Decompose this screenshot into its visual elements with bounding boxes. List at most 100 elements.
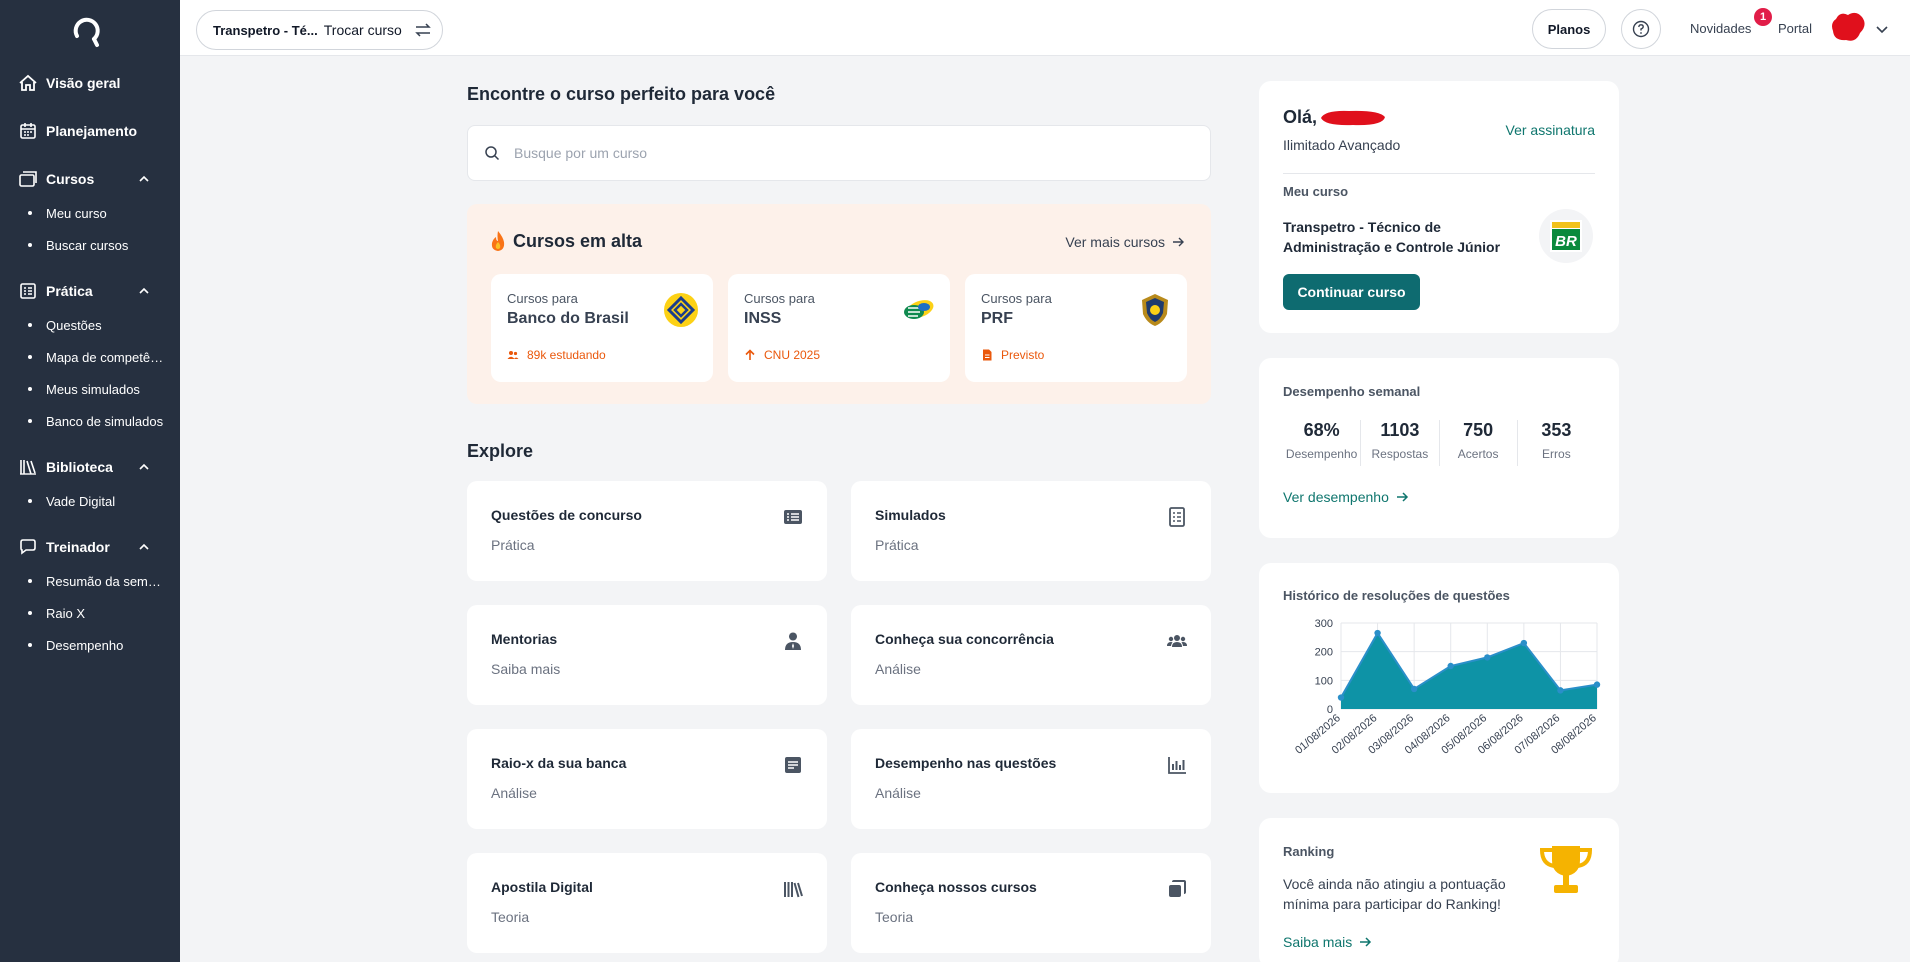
- trending-card-banco-do-brasil[interactable]: Cursos para Banco do Brasil 89k estudand…: [491, 274, 713, 382]
- inss-logo: [900, 292, 936, 328]
- search-box[interactable]: [467, 125, 1211, 181]
- explore-card-concorrencia[interactable]: Conheça sua concorrência Análise: [851, 605, 1211, 705]
- chevron-up-icon: [138, 461, 150, 473]
- data-point: [1521, 640, 1527, 646]
- banco-do-brasil-logo: [663, 292, 699, 328]
- bullet-icon: [28, 643, 32, 647]
- petrobras-logo: BR: [1539, 209, 1593, 263]
- sidebar-item-planejamento[interactable]: Planejamento: [0, 119, 180, 143]
- help-button[interactable]: [1621, 9, 1661, 49]
- stat-label: Respostas: [1361, 447, 1438, 461]
- sidebar-item-questoes[interactable]: Questões: [0, 309, 180, 341]
- bar-chart-icon: [1167, 755, 1187, 775]
- ranking-more-link[interactable]: Saiba mais: [1283, 934, 1372, 950]
- plan-name: Ilimitado Avançado: [1283, 137, 1400, 153]
- trophy-icon: [1538, 844, 1594, 896]
- ranking-text: Você ainda não atingiu a pontuação mínim…: [1283, 874, 1533, 914]
- news-badge: 1: [1754, 8, 1772, 26]
- sidebar-item-vade-digital[interactable]: Vade Digital: [0, 485, 180, 517]
- y-tick-label: 200: [1315, 647, 1333, 659]
- explore-card-desempenho[interactable]: Desempenho nas questões Análise: [851, 729, 1211, 829]
- sidebar-item-mapa-competencias[interactable]: Mapa de competências: [0, 341, 180, 373]
- explore-card-apostila[interactable]: Apostila Digital Teoria: [467, 853, 827, 953]
- card-prefix: Cursos para: [507, 291, 578, 306]
- news-link[interactable]: Novidades: [1690, 21, 1751, 36]
- document-icon: [981, 349, 993, 361]
- explore-card-title: Simulados: [875, 507, 946, 523]
- sidebar-item-visao-geral[interactable]: Visão geral: [0, 71, 180, 95]
- continue-course-button[interactable]: Continuar curso: [1283, 274, 1420, 310]
- weekly-title: Desempenho semanal: [1283, 384, 1420, 399]
- sidebar-item-label: Visão geral: [46, 75, 120, 91]
- app-logo-icon[interactable]: [70, 14, 104, 48]
- my-course-name: Transpetro - Técnico de Administração e …: [1283, 217, 1533, 257]
- plans-button[interactable]: Planos: [1532, 9, 1606, 49]
- weekly-performance-card: Desempenho semanal 68% Desempenho 1103 Res…: [1259, 358, 1619, 538]
- sidebar-item-resumao[interactable]: Resumão da semana: [0, 565, 180, 597]
- sidebar-item-buscar-cursos[interactable]: Buscar cursos: [0, 229, 180, 261]
- explore-card-mentorias[interactable]: Mentorias Saiba mais: [467, 605, 827, 705]
- card-meta: CNU 2025: [744, 348, 820, 362]
- history-title: Histórico de resoluções de questões: [1283, 588, 1510, 603]
- course-switcher[interactable]: Transpetro - Té... Trocar curso: [196, 10, 443, 50]
- sidebar: Visão geral Planejamento Cursos Meu curs…: [0, 0, 180, 962]
- history-chart: 010020030001/08/202602/08/202603/08/2026…: [1269, 613, 1609, 788]
- sidebar-item-banco-simulados[interactable]: Banco de simulados: [0, 405, 180, 437]
- sidebar-item-label: Banco de simulados: [46, 414, 166, 429]
- card-prefix: Cursos para: [744, 291, 815, 306]
- explore-card-simulados[interactable]: Simulados Prática: [851, 481, 1211, 581]
- checklist-doc-icon: [1167, 507, 1187, 527]
- trending-card-inss[interactable]: Cursos para INSS CNU 2025: [728, 274, 950, 382]
- sidebar-group-toggle-cursos[interactable]: Cursos: [0, 167, 180, 191]
- sidebar-item-desempenho[interactable]: Desempenho: [0, 629, 180, 661]
- view-subscription-link[interactable]: Ver assinatura: [1506, 122, 1596, 138]
- books-icon: [18, 457, 38, 477]
- data-point: [1448, 663, 1454, 669]
- data-point: [1484, 654, 1490, 660]
- data-point: [1557, 687, 1563, 693]
- explore-card-title: Desempenho nas questões: [875, 755, 1056, 771]
- stat-label: Erros: [1518, 447, 1595, 461]
- data-point: [1374, 630, 1380, 636]
- explore-card-questoes[interactable]: Questões de concurso Prática: [467, 481, 827, 581]
- sidebar-item-raio-x[interactable]: Raio X: [0, 597, 180, 629]
- swap-icon: [414, 21, 432, 39]
- checklist-icon: [18, 281, 38, 301]
- explore-card-subtitle: Análise: [491, 785, 537, 801]
- stat-erros: 353 Erros: [1517, 420, 1595, 466]
- explore-card-raio-x[interactable]: Raio-x da sua banca Análise: [467, 729, 827, 829]
- card-prefix: Cursos para: [981, 291, 1052, 306]
- view-performance-label: Ver desempenho: [1283, 489, 1389, 505]
- sidebar-group-toggle-biblioteca[interactable]: Biblioteca: [0, 455, 180, 479]
- stat-label: Acertos: [1440, 447, 1517, 461]
- card-meta: Previsto: [981, 348, 1044, 362]
- chevron-up-icon: [138, 285, 150, 297]
- trending-card-prf[interactable]: Cursos para PRF Previsto: [965, 274, 1187, 382]
- books-icon: [783, 879, 803, 899]
- ranking-more-label: Saiba mais: [1283, 934, 1352, 950]
- card-meta-text: Previsto: [1001, 348, 1044, 362]
- chevron-down-icon[interactable]: [1875, 22, 1889, 36]
- prf-badge-logo: [1137, 292, 1173, 328]
- sidebar-item-meu-curso[interactable]: Meu curso: [0, 197, 180, 229]
- view-performance-link[interactable]: Ver desempenho: [1283, 489, 1409, 505]
- search-input[interactable]: [514, 145, 1114, 161]
- search-icon: [484, 145, 500, 161]
- more-courses-label: Ver mais cursos: [1065, 234, 1165, 250]
- weekly-stats: 68% Desempenho 1103 Respostas 750 Acertos 3…: [1283, 420, 1595, 466]
- explore-card-title: Conheça sua concorrência: [875, 631, 1054, 647]
- more-courses-link[interactable]: Ver mais cursos: [1065, 234, 1185, 250]
- ranking-title: Ranking: [1283, 844, 1334, 859]
- explore-card-cursos[interactable]: Conheça nossos cursos Teoria: [851, 853, 1211, 953]
- bullet-icon: [28, 499, 32, 503]
- arrow-right-icon: [1395, 490, 1409, 504]
- sidebar-item-label: Meus simulados: [46, 382, 166, 397]
- sidebar-item-meus-simulados[interactable]: Meus simulados: [0, 373, 180, 405]
- sidebar-group-cursos: Cursos Meu curso Buscar cursos: [0, 167, 180, 261]
- avatar[interactable]: [1830, 11, 1866, 43]
- portal-link[interactable]: Portal: [1778, 21, 1812, 36]
- sidebar-group-toggle-pratica[interactable]: Prática: [0, 279, 180, 303]
- sidebar-item-label: Vade Digital: [46, 494, 166, 509]
- sidebar-group-toggle-treinador[interactable]: Treinador: [0, 535, 180, 559]
- explore-card-subtitle: Prática: [491, 537, 535, 553]
